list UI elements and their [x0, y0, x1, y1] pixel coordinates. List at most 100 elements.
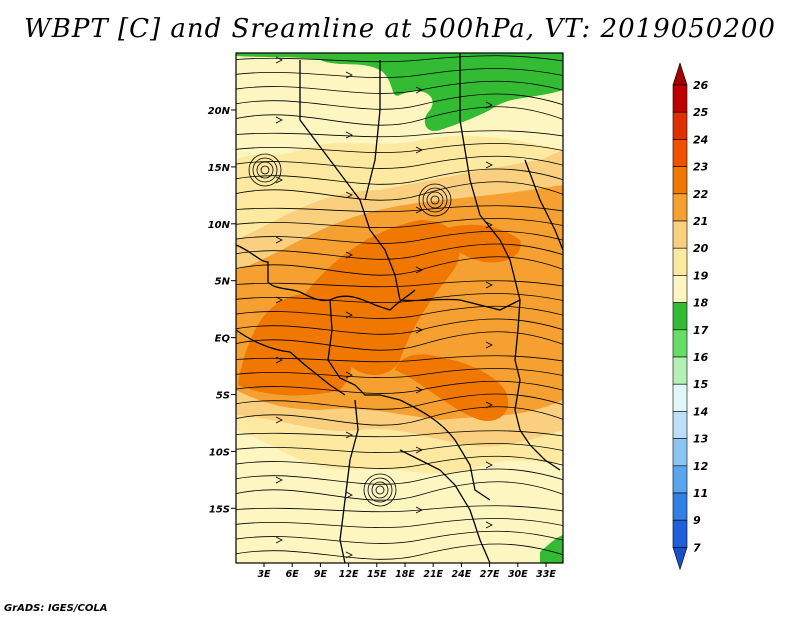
border-gabon: [236, 329, 346, 396]
lon-label: 15E: [367, 569, 387, 580]
colorbar-segment: [672, 275, 688, 303]
colorbar-segment: [672, 411, 688, 439]
colorbar-bottom-triangle: [672, 547, 688, 571]
colorbar-label: 18: [693, 297, 709, 310]
lon-label: 30E: [508, 569, 528, 580]
streamline-arrow: [485, 161, 493, 169]
vortex-ring: [375, 485, 385, 495]
border-congo: [327, 299, 401, 401]
vortex-ring: [422, 187, 448, 213]
streamline: [236, 168, 563, 185]
streamline: [236, 393, 563, 410]
streamline: [236, 368, 563, 378]
footer-credit: GrADS: IGES/COLA: [4, 603, 108, 614]
streamline-arrow: [345, 191, 353, 199]
wbpt-field: [236, 53, 563, 563]
streamline-arrow: [345, 551, 353, 559]
colorbar-segment: [672, 438, 688, 467]
streamlines: [236, 55, 563, 560]
streamline-arrow: [415, 146, 423, 154]
streamline-arrow: [485, 521, 493, 529]
colorbar-label: 25: [693, 106, 709, 119]
streamline: [236, 68, 563, 78]
streamline: [236, 331, 563, 351]
lon-label: 6E: [286, 569, 300, 580]
colorbar-label: 22: [693, 188, 709, 201]
border-west-coast: [236, 244, 301, 293]
streamline: [236, 481, 563, 501]
colorbar-segment: [672, 247, 688, 276]
streamline-arrow: [485, 461, 493, 469]
streamline-arrow: [415, 446, 423, 454]
lon-label: 27E: [480, 569, 500, 580]
vortex-ring: [252, 157, 278, 183]
streamline-arrow: [415, 266, 423, 274]
streamline: [236, 443, 563, 453]
streamline-arrow: [345, 251, 353, 259]
lon-label: 18E: [395, 569, 415, 580]
colorbar-label: 26: [693, 79, 709, 92]
colorbar-segment: [672, 356, 688, 385]
colorbar-segment: [672, 111, 688, 140]
colorbar-segment: [672, 302, 688, 331]
streamline: [236, 55, 563, 63]
streamline-arrow: [275, 416, 283, 424]
vortex-ring: [430, 195, 440, 205]
streamline-arrow: [275, 536, 283, 544]
vortex-ring: [363, 473, 397, 507]
streamline: [236, 280, 563, 288]
streamline: [236, 155, 563, 169]
streamline: [236, 80, 563, 94]
lat-label: 10N: [208, 220, 231, 231]
streamline: [236, 530, 563, 544]
streamline-arrow: [275, 56, 283, 64]
colorbar-label: 9: [693, 514, 701, 527]
vortex-ring: [367, 477, 393, 503]
vortex-ring: [418, 183, 452, 217]
streamline: [236, 380, 563, 394]
border-chad-nigeria: [299, 60, 401, 301]
lon-label: 24E: [452, 569, 472, 580]
streamline-arrow: [485, 281, 493, 289]
colorbar-segment: [672, 465, 688, 494]
colorbar: 26 25 24 23 22 21 20 19 18 17 16 15 14 13 12 11 9 7: [672, 62, 709, 571]
lon-label: 12E: [339, 569, 359, 580]
vortex-ring: [426, 191, 444, 209]
colorbar-segment: [672, 492, 688, 521]
streamline-arrow: [415, 386, 423, 394]
colorbar-label: 7: [693, 541, 701, 554]
streamline-arrow: [345, 311, 353, 319]
lat-label: 5S: [216, 391, 230, 402]
vortex-ring: [260, 165, 270, 175]
streamline-arrow: [275, 296, 283, 304]
lat-label: 5N: [215, 277, 231, 288]
colorbar-label: 19: [693, 269, 709, 282]
country-borders: [236, 53, 563, 563]
border-gulf: [299, 289, 416, 311]
longitude-axis: 3E 6E 9E 12E 15E 18E 21E 24E 27E 30E 33E: [257, 563, 556, 580]
streamline: [236, 243, 563, 260]
streamline-arrow: [345, 371, 353, 379]
streamline: [236, 505, 563, 513]
streamline-arrow: [345, 71, 353, 79]
colorbar-label: 15: [693, 378, 709, 391]
streamline-arrow: [345, 491, 353, 499]
streamline: [236, 518, 563, 528]
colorbar-segment: [672, 383, 688, 412]
field-22c-northeast: [440, 224, 521, 263]
streamline: [236, 230, 563, 244]
border-ethiopia: [524, 159, 563, 251]
streamline: [236, 205, 563, 213]
streamline: [236, 455, 563, 469]
border-zambia-zimbabwe: [399, 449, 491, 563]
streamline: [236, 305, 563, 319]
colorbar-segment: [672, 84, 688, 113]
colorbar-segment: [672, 193, 688, 222]
streamline-arrow: [415, 86, 423, 94]
vortex-ring: [248, 153, 282, 187]
streamline-arrow: [485, 221, 493, 229]
lat-label: 20N: [208, 106, 231, 117]
streamline-arrow: [345, 131, 353, 139]
streamline-arrow: [275, 236, 283, 244]
field-22c-east: [395, 354, 509, 421]
